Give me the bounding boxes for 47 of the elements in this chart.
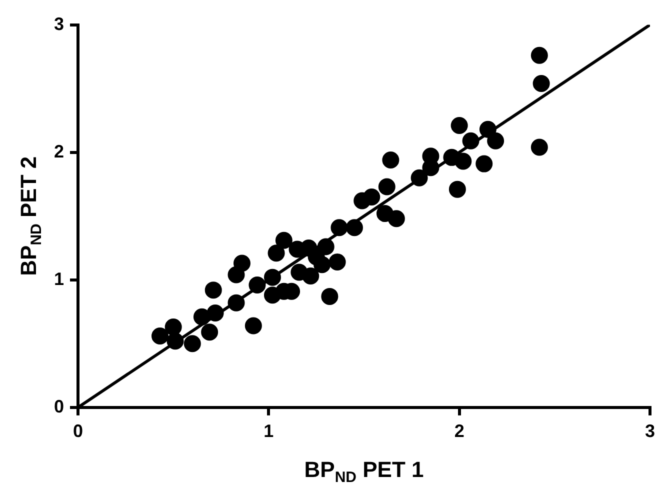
point (454, 152, 472, 170)
point (530, 138, 548, 156)
point (476, 155, 493, 172)
point (462, 132, 480, 150)
point (382, 151, 400, 168)
point (201, 324, 218, 341)
y-tick-label: 1 (54, 268, 64, 289)
point (288, 240, 306, 258)
point (378, 178, 396, 196)
point (244, 317, 262, 334)
point (317, 238, 334, 256)
point (233, 254, 250, 272)
x-tick-label: 2 (454, 421, 464, 442)
y-tick-label: 0 (54, 396, 64, 416)
point (275, 232, 292, 249)
y-tick-label: 3 (54, 14, 64, 34)
point (330, 219, 348, 236)
point (328, 254, 346, 271)
x-tick-label: 3 (644, 421, 655, 442)
point (228, 294, 245, 312)
point (448, 180, 466, 198)
point (204, 282, 222, 299)
point (532, 74, 550, 92)
point (314, 256, 331, 274)
point (166, 332, 184, 350)
point (363, 188, 380, 206)
point (479, 120, 496, 138)
y-axis-title: BPND PET 2 (16, 156, 45, 276)
point (184, 335, 201, 352)
point (487, 132, 504, 150)
x-tick-label: 0 (73, 421, 84, 442)
point (268, 244, 285, 262)
point (264, 268, 281, 286)
point (193, 308, 210, 326)
y-tick-label: 2 (54, 141, 64, 162)
point (206, 304, 224, 322)
point (450, 117, 468, 134)
x-tick-label: 1 (264, 421, 274, 442)
point (248, 276, 266, 294)
point (410, 169, 428, 186)
point (321, 288, 338, 305)
point (302, 268, 320, 285)
point (388, 210, 405, 228)
point (346, 219, 363, 236)
point (530, 46, 548, 64)
point (164, 318, 182, 336)
point (151, 327, 168, 344)
